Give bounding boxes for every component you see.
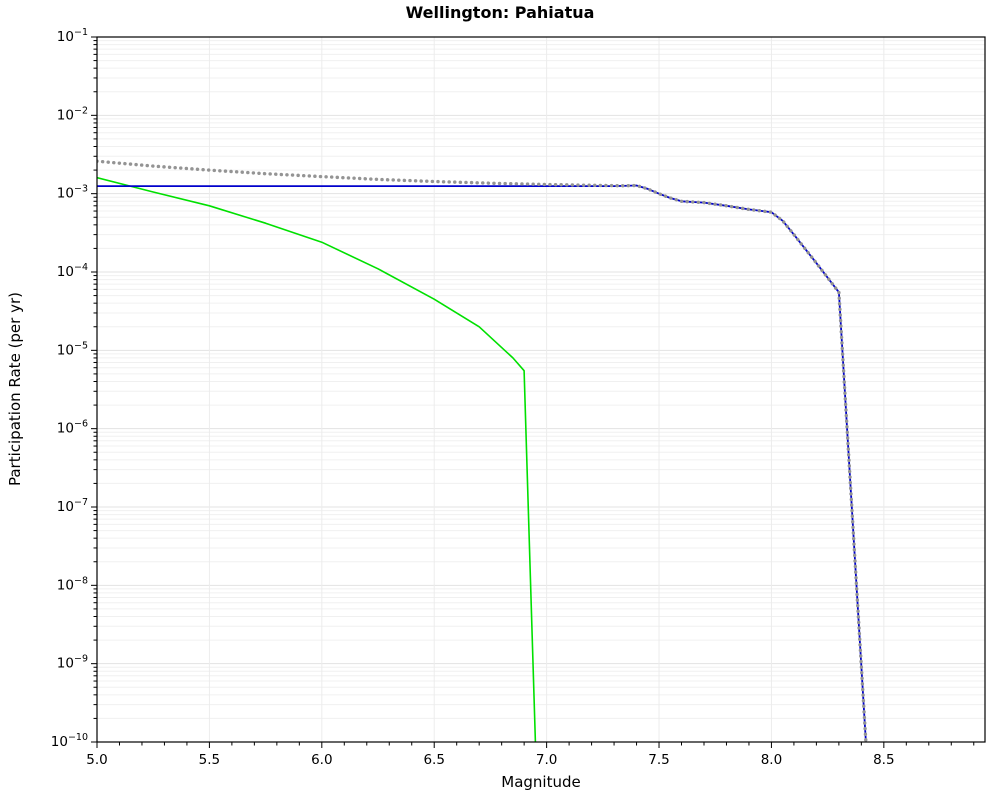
svg-text:5.5: 5.5: [199, 752, 220, 768]
series-green-line: [97, 176, 537, 742]
svg-text:7.5: 7.5: [648, 752, 669, 768]
svg-text:10−5: 10−5: [57, 340, 88, 358]
svg-text:10−6: 10−6: [57, 419, 88, 437]
svg-text:10−2: 10−2: [57, 105, 88, 123]
svg-text:8.0: 8.0: [761, 752, 782, 768]
svg-text:10−9: 10−9: [57, 654, 88, 672]
grid-lines: [96, 36, 985, 743]
svg-text:6.5: 6.5: [423, 752, 444, 768]
series-group: [97, 159, 868, 742]
plot-frame: [96, 36, 986, 743]
series-gray-dotted-line: [97, 159, 868, 742]
svg-text:10−8: 10−8: [57, 575, 88, 593]
x-tick-labels: 5.0 5.5 6.0 6.5 7.0 7.5 8.0 8.5: [86, 752, 894, 768]
x-axis-label: Magnitude: [501, 773, 581, 791]
svg-text:10−1: 10−1: [57, 27, 88, 45]
svg-text:8.5: 8.5: [873, 752, 894, 768]
axis-ticks: [91, 36, 975, 748]
svg-text:7.0: 7.0: [536, 752, 557, 768]
series-blue-line: [97, 184, 867, 742]
svg-text:10−3: 10−3: [57, 184, 88, 202]
svg-text:10−4: 10−4: [57, 262, 88, 280]
svg-text:5.0: 5.0: [86, 752, 107, 768]
chart-title: Wellington: Pahiatua: [405, 3, 595, 22]
svg-text:6.0: 6.0: [311, 752, 332, 768]
y-tick-labels: 10−1 10−2 10−3 10−4 10−5 10−6 10−7 10−8 10−9 10−1…: [51, 27, 88, 750]
svg-text:10−10: 10−10: [51, 732, 88, 750]
svg-text:10−7: 10−7: [57, 497, 88, 515]
